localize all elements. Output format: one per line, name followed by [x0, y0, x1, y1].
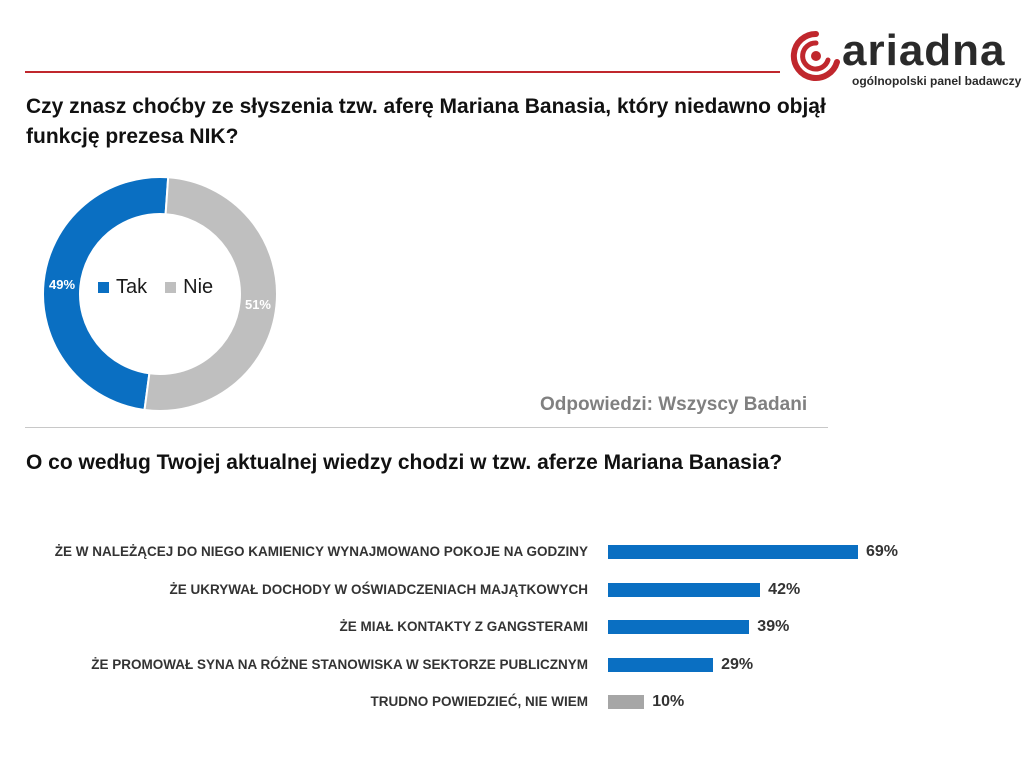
donut-slice-nie — [143, 176, 278, 412]
bar-0 — [608, 545, 858, 559]
donut-legend: Tak Nie — [98, 276, 231, 299]
bar-1 — [608, 582, 761, 597]
bar-value-2: 39% — [757, 618, 790, 635]
bar-2 — [608, 620, 750, 634]
donut-slice-tak — [42, 176, 170, 412]
bar-label-3: ŻE PROMOWAŁ SYNA NA RÓŻNE STANOWISKA W S… — [91, 656, 588, 672]
legend-label-tak: Tak — [116, 276, 148, 298]
bar-label-1: ŻE UKRYWAŁ DOCHODY W OŚWIADCZENIACH MAJĄ… — [169, 581, 589, 597]
section-divider — [25, 427, 828, 428]
bar-4 — [608, 695, 645, 709]
bar-value-3: 29% — [721, 655, 754, 673]
legend-item-tak: Tak — [98, 276, 147, 299]
logo-wordmark: ariadna — [842, 26, 1006, 75]
header-divider — [25, 71, 780, 73]
logo-tagline: ogólnopolski panel badawczy — [852, 74, 1022, 88]
legend-item-nie: Nie — [165, 276, 213, 299]
bar-label-4: TRUDNO POWIEDZIEĆ, NIE WIEM — [370, 694, 589, 709]
ariadna-spiral-icon — [790, 30, 840, 81]
donut-label-nie: 51% — [245, 297, 271, 312]
bar-label-0: ŻE W NALEŻĄCEJ DO NIEGO KAMIENICY WYNAJM… — [54, 544, 588, 559]
donut-label-tak: 49% — [49, 277, 75, 292]
bar-label-2: ŻE MIAŁ KONTAKTY Z GANGSTERAMI — [339, 619, 589, 634]
respondents-note: Odpowiedzi: Wszyscy Badani — [540, 394, 808, 415]
donut-chart: 49% 51% — [42, 176, 278, 412]
legend-swatch-tak — [98, 282, 109, 293]
bar-3 — [608, 657, 714, 672]
bar-value-0: 69% — [866, 543, 899, 560]
question-2-heading: O co według Twojej aktualnej wiedzy chod… — [26, 451, 783, 474]
bar-value-4: 10% — [652, 693, 685, 710]
ariadna-logo: ariadna ogólnopolski panel badawczy — [790, 26, 1025, 92]
legend-label-nie: Nie — [183, 276, 214, 298]
legend-swatch-nie — [165, 282, 177, 293]
question-1-heading: Czy znasz choćby ze słyszenia tzw. aferę… — [26, 95, 826, 148]
bar-value-1: 42% — [768, 580, 801, 598]
